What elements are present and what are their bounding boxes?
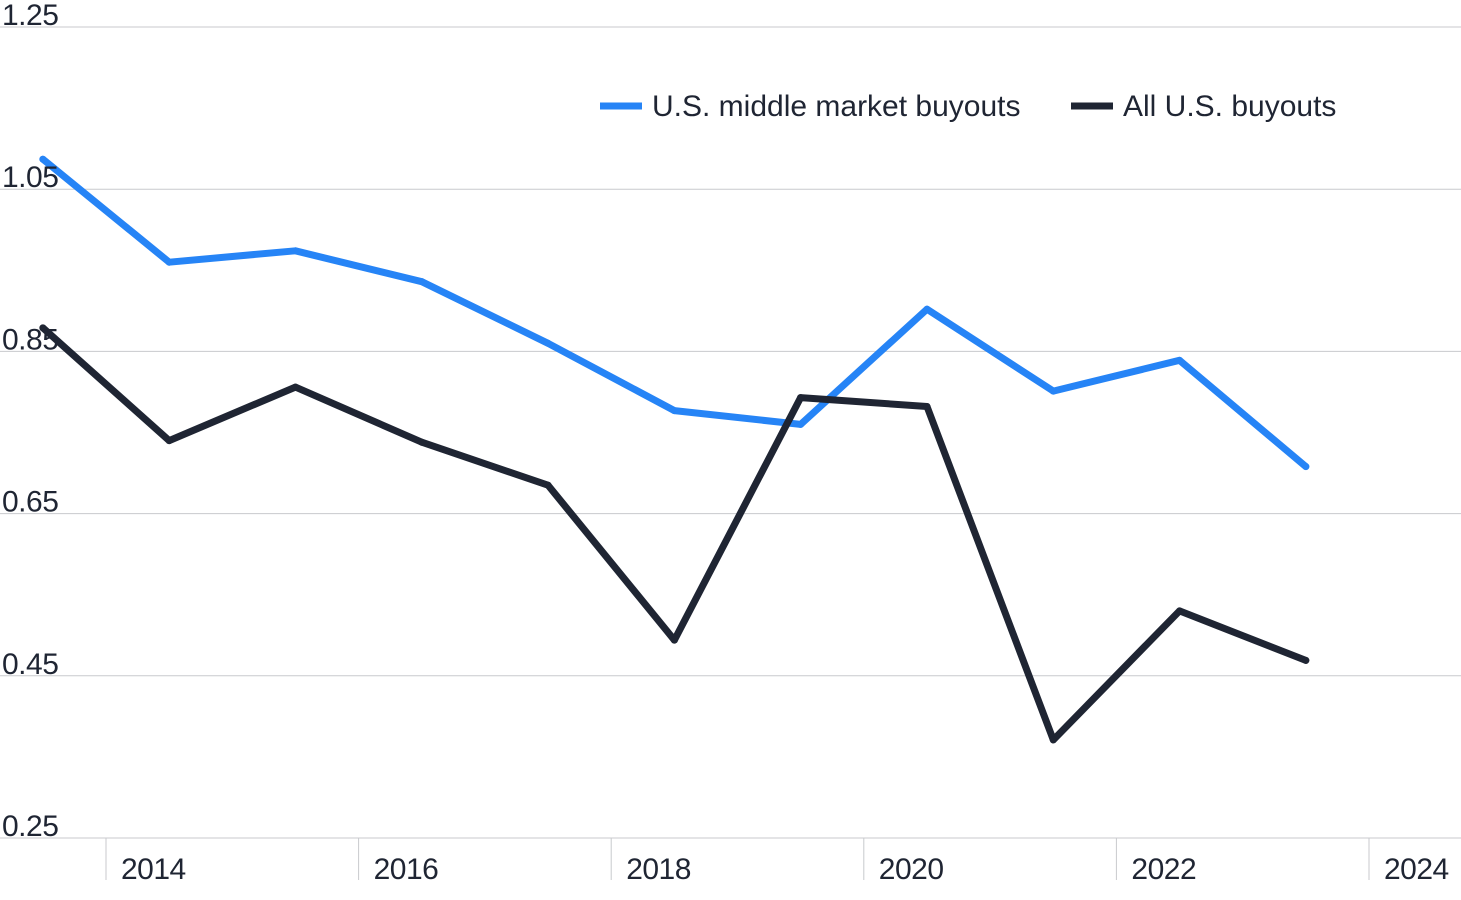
data-point [1176, 356, 1184, 364]
data-point [1302, 656, 1310, 664]
y-tick-label: 1.05 [2, 161, 58, 194]
data-point [1176, 607, 1184, 615]
legend-label: All U.S. buyouts [1123, 90, 1336, 123]
data-point [923, 403, 931, 411]
data-point [544, 481, 552, 489]
legend-label: U.S. middle market buyouts [652, 90, 1020, 123]
data-point [418, 438, 426, 446]
legend: U.S. middle market buyouts All U.S. buyou… [600, 90, 1336, 123]
series-lines [39, 155, 1310, 744]
data-point [923, 305, 931, 313]
y-axis-labels: 0.25 0.45 0.65 0.85 1.05 1.25 [2, 0, 59, 843]
y-tick-label: 0.85 [2, 323, 58, 356]
x-tick-label: 2018 [626, 853, 691, 886]
x-tick-label: 2014 [121, 853, 186, 886]
y-tick-label: 0.25 [2, 810, 58, 843]
y-tick-label: 0.45 [2, 648, 58, 681]
data-point [797, 420, 805, 428]
data-point [39, 155, 47, 163]
x-tick-label: 2024 [1384, 853, 1449, 886]
y-tick-label: 0.65 [2, 486, 58, 519]
series-line-1 [39, 324, 1310, 744]
data-point [544, 339, 552, 347]
data-point [165, 258, 173, 266]
data-point [670, 407, 678, 415]
data-point [1302, 463, 1310, 471]
x-tick-label: 2016 [374, 853, 439, 886]
data-point [1049, 736, 1057, 744]
gridlines [0, 26, 1461, 839]
data-point [291, 383, 299, 391]
data-point [797, 394, 805, 402]
x-axis: 2014 2016 2018 2020 2022 2024 [105, 838, 1449, 886]
data-point [165, 437, 173, 445]
x-tick-label: 2022 [1131, 853, 1196, 886]
data-point [1049, 387, 1057, 395]
data-point [39, 324, 47, 332]
data-point [670, 636, 678, 644]
series-line-0 [39, 155, 1310, 471]
data-point [418, 278, 426, 286]
y-tick-label: 1.25 [2, 0, 58, 32]
data-point [291, 247, 299, 255]
x-tick-label: 2020 [879, 853, 944, 886]
